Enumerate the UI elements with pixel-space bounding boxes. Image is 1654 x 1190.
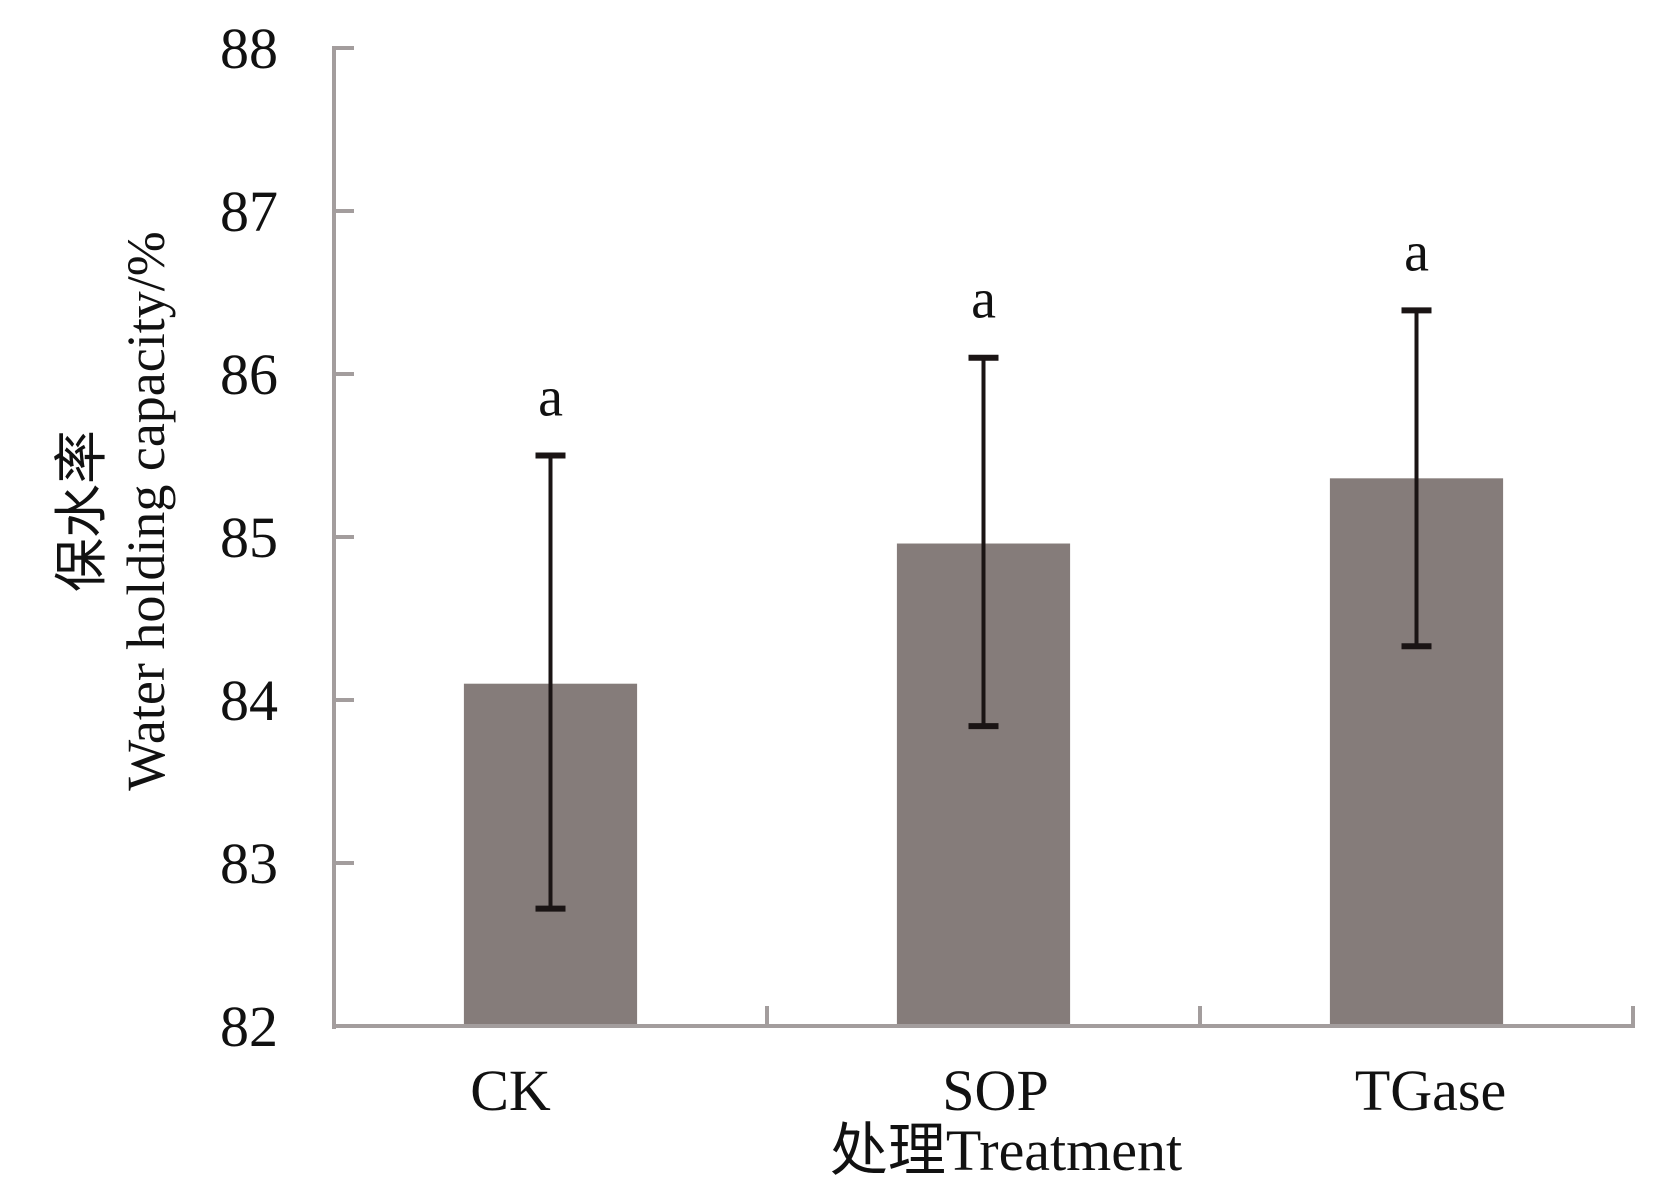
y-axis-title-en: Water holding capacity/% <box>116 231 176 790</box>
y-tick-label: 84 <box>220 668 278 733</box>
y-axis-title: 保水率 Water holding capacity/% <box>52 231 176 790</box>
significance-labels-group: a a a <box>538 221 1429 428</box>
y-tick-label: 87 <box>220 179 278 244</box>
x-axis-title: 处理Treatment <box>830 1118 1182 1183</box>
significance-label: a <box>971 269 996 331</box>
x-labels-group: CK SOP TGase <box>470 1058 1506 1123</box>
y-ticks-group: 82 83 84 85 86 87 88 <box>220 16 354 1059</box>
y-tick-label: 85 <box>220 505 278 570</box>
significance-label: a <box>1404 221 1429 283</box>
significance-label: a <box>538 367 563 429</box>
error-bars-group <box>535 307 1432 912</box>
x-category-label: SOP <box>942 1058 1048 1123</box>
y-axis-title-cn: 保水率 <box>52 430 112 592</box>
x-category-label: CK <box>470 1058 551 1123</box>
y-tick-label: 88 <box>220 16 278 81</box>
y-tick-label: 86 <box>220 342 278 407</box>
y-tick-label: 82 <box>220 994 278 1059</box>
x-category-label: TGase <box>1355 1058 1506 1123</box>
y-tick-label: 83 <box>220 831 278 896</box>
